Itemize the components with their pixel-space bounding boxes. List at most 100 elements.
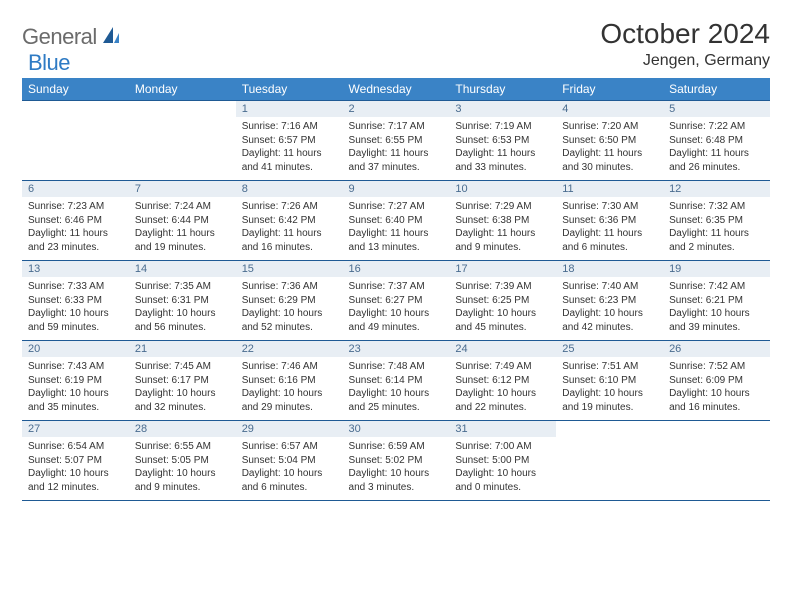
- day-line: Sunset: 6:38 PM: [455, 214, 550, 228]
- day-number: 23: [343, 341, 450, 357]
- calendar-day-cell: 3Sunrise: 7:19 AMSunset: 6:53 PMDaylight…: [449, 101, 556, 181]
- calendar-day-cell: 18Sunrise: 7:40 AMSunset: 6:23 PMDayligh…: [556, 261, 663, 341]
- calendar-day-cell: 14Sunrise: 7:35 AMSunset: 6:31 PMDayligh…: [129, 261, 236, 341]
- day-line: Sunrise: 7:20 AM: [562, 120, 657, 134]
- day-number: 2: [343, 101, 450, 117]
- day-body: Sunrise: 7:32 AMSunset: 6:35 PMDaylight:…: [663, 197, 770, 260]
- day-line: Daylight: 10 hours and 19 minutes.: [562, 387, 657, 414]
- day-line: Sunset: 6:53 PM: [455, 134, 550, 148]
- day-line: Daylight: 10 hours and 3 minutes.: [349, 467, 444, 494]
- day-number: 13: [22, 261, 129, 277]
- day-number: 6: [22, 181, 129, 197]
- calendar-day-cell: 22Sunrise: 7:46 AMSunset: 6:16 PMDayligh…: [236, 341, 343, 421]
- calendar-day-cell: 16Sunrise: 7:37 AMSunset: 6:27 PMDayligh…: [343, 261, 450, 341]
- day-body: Sunrise: 7:39 AMSunset: 6:25 PMDaylight:…: [449, 277, 556, 340]
- day-line: Sunrise: 7:52 AM: [669, 360, 764, 374]
- day-line: Sunset: 6:33 PM: [28, 294, 123, 308]
- day-line: Sunrise: 7:33 AM: [28, 280, 123, 294]
- day-line: Sunrise: 7:40 AM: [562, 280, 657, 294]
- day-line: Sunset: 6:48 PM: [669, 134, 764, 148]
- calendar-day-cell: 27Sunrise: 6:54 AMSunset: 5:07 PMDayligh…: [22, 421, 129, 501]
- calendar-day-cell: 13 Sunrise: 7:33 AMSunset: 6:33 PMDayligh…: [22, 261, 129, 341]
- day-body: Sunrise: 7:26 AMSunset: 6:42 PMDaylight:…: [236, 197, 343, 260]
- day-body: Sunrise: 7:19 AMSunset: 6:53 PMDaylight:…: [449, 117, 556, 180]
- calendar-day-cell: [22, 101, 129, 181]
- logo-blue-wrap: Blue: [28, 50, 70, 76]
- day-number: 14: [129, 261, 236, 277]
- day-line: Sunrise: 7:22 AM: [669, 120, 764, 134]
- calendar-day-cell: 25Sunrise: 7:51 AMSunset: 6:10 PMDayligh…: [556, 341, 663, 421]
- day-body: Sunrise: 7:00 AMSunset: 5:00 PMDaylight:…: [449, 437, 556, 500]
- day-number: 31: [449, 421, 556, 437]
- day-number: 29: [236, 421, 343, 437]
- day-number: 5: [663, 101, 770, 117]
- day-line: Sunset: 6:42 PM: [242, 214, 337, 228]
- day-line: Sunrise: 7:17 AM: [349, 120, 444, 134]
- day-number: 7: [129, 181, 236, 197]
- day-number: 24: [449, 341, 556, 357]
- day-number: 28: [129, 421, 236, 437]
- calendar-day-cell: 20Sunrise: 7:43 AMSunset: 6:19 PMDayligh…: [22, 341, 129, 421]
- day-line: Sunset: 6:21 PM: [669, 294, 764, 308]
- day-line: Daylight: 10 hours and 45 minutes.: [455, 307, 550, 334]
- day-line: Sunset: 6:35 PM: [669, 214, 764, 228]
- day-body: Sunrise: 7:36 AMSunset: 6:29 PMDaylight:…: [236, 277, 343, 340]
- calendar-day-cell: [556, 421, 663, 501]
- day-line: Sunrise: 7:16 AM: [242, 120, 337, 134]
- day-line: Daylight: 11 hours and 13 minutes.: [349, 227, 444, 254]
- location: Jengen, Germany: [600, 52, 770, 70]
- day-body: Sunrise: 7:20 AMSunset: 6:50 PMDaylight:…: [556, 117, 663, 180]
- day-number: 19: [663, 261, 770, 277]
- day-body: Sunrise: 7:23 AMSunset: 6:46 PMDaylight:…: [22, 197, 129, 260]
- day-line: Daylight: 10 hours and 25 minutes.: [349, 387, 444, 414]
- day-body: [663, 425, 770, 487]
- day-line: Sunset: 6:40 PM: [349, 214, 444, 228]
- day-line: Daylight: 10 hours and 12 minutes.: [28, 467, 123, 494]
- day-line: Sunset: 6:17 PM: [135, 374, 230, 388]
- day-number: 16: [343, 261, 450, 277]
- calendar-day-cell: 19Sunrise: 7:42 AMSunset: 6:21 PMDayligh…: [663, 261, 770, 341]
- day-line: Daylight: 10 hours and 9 minutes.: [135, 467, 230, 494]
- calendar-day-cell: 1Sunrise: 7:16 AMSunset: 6:57 PMDaylight…: [236, 101, 343, 181]
- day-line: Sunrise: 7:26 AM: [242, 200, 337, 214]
- day-line: Sunrise: 7:39 AM: [455, 280, 550, 294]
- day-line: Daylight: 10 hours and 59 minutes.: [28, 307, 123, 334]
- day-line: Sunset: 5:04 PM: [242, 454, 337, 468]
- calendar-day-cell: 30Sunrise: 6:59 AMSunset: 5:02 PMDayligh…: [343, 421, 450, 501]
- calendar-day-cell: 2Sunrise: 7:17 AMSunset: 6:55 PMDaylight…: [343, 101, 450, 181]
- header: General October 2024 Jengen, Germany: [22, 18, 770, 70]
- day-line: Sunset: 5:05 PM: [135, 454, 230, 468]
- day-body: Sunrise: 7:51 AMSunset: 6:10 PMDaylight:…: [556, 357, 663, 420]
- calendar-day-cell: 6Sunrise: 7:23 AMSunset: 6:46 PMDaylight…: [22, 181, 129, 261]
- calendar-day-cell: 28Sunrise: 6:55 AMSunset: 5:05 PMDayligh…: [129, 421, 236, 501]
- calendar-week-row: 13Sunrise: 7:33 AMSunset: 6:33 PMDayligh…: [22, 261, 770, 341]
- calendar-day-cell: 7Sunrise: 7:24 AMSunset: 6:44 PMDaylight…: [129, 181, 236, 261]
- day-line: Daylight: 11 hours and 6 minutes.: [562, 227, 657, 254]
- day-line: Daylight: 11 hours and 26 minutes.: [669, 147, 764, 174]
- day-line: Sunrise: 7:19 AM: [455, 120, 550, 134]
- day-body: Sunrise: 6:55 AMSunset: 5:05 PMDaylight:…: [129, 437, 236, 500]
- day-line: Sunset: 6:19 PM: [28, 374, 123, 388]
- day-line: Sunset: 6:25 PM: [455, 294, 550, 308]
- day-line: Daylight: 11 hours and 33 minutes.: [455, 147, 550, 174]
- day-line: Sunrise: 7:49 AM: [455, 360, 550, 374]
- calendar-day-cell: 9Sunrise: 7:27 AMSunset: 6:40 PMDaylight…: [343, 181, 450, 261]
- day-line: Sunset: 6:50 PM: [562, 134, 657, 148]
- day-line: Daylight: 10 hours and 0 minutes.: [455, 467, 550, 494]
- day-line: Daylight: 10 hours and 52 minutes.: [242, 307, 337, 334]
- month-title: October 2024: [600, 18, 770, 50]
- day-line: Sunset: 6:27 PM: [349, 294, 444, 308]
- day-body: Sunrise: 7:16 AMSunset: 6:57 PMDaylight:…: [236, 117, 343, 180]
- day-body: Sunrise: 7:40 AMSunset: 6:23 PMDaylight:…: [556, 277, 663, 340]
- calendar-day-cell: 15Sunrise: 7:36 AMSunset: 6:29 PMDayligh…: [236, 261, 343, 341]
- day-line: Daylight: 11 hours and 2 minutes.: [669, 227, 764, 254]
- day-body: Sunrise: 7:37 AMSunset: 6:27 PMDaylight:…: [343, 277, 450, 340]
- day-number: 9: [343, 181, 450, 197]
- logo: General: [22, 24, 123, 50]
- day-body: [129, 105, 236, 167]
- day-line: Sunset: 6:57 PM: [242, 134, 337, 148]
- day-line: Sunrise: 7:30 AM: [562, 200, 657, 214]
- weekday-header: Sunday: [22, 78, 129, 101]
- day-line: Sunrise: 7:42 AM: [669, 280, 764, 294]
- day-number: 1: [236, 101, 343, 117]
